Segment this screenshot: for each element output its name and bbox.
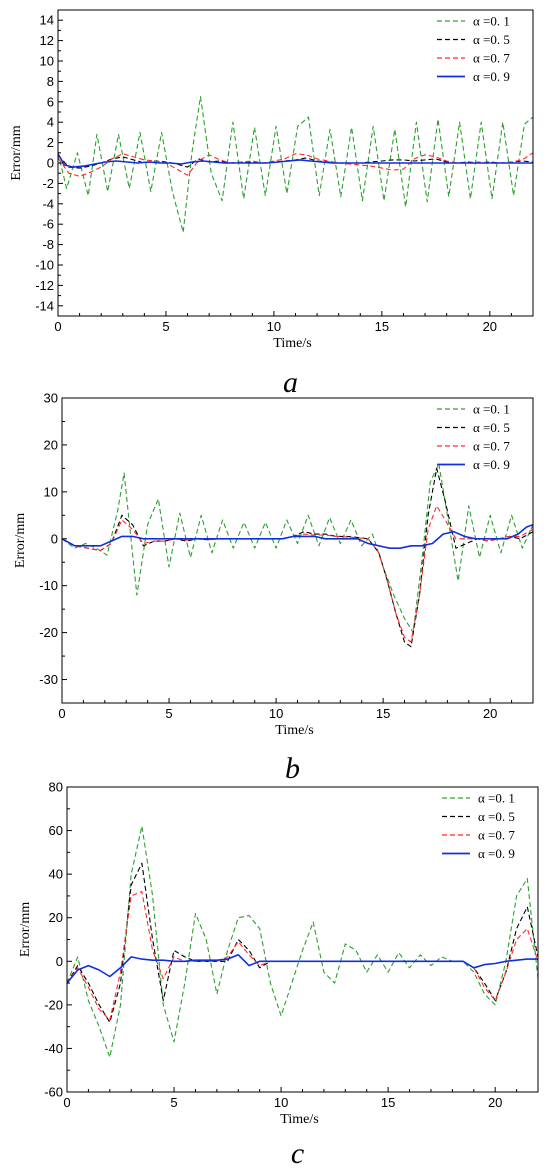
- legend-label-2: α =0. 5: [473, 420, 510, 435]
- y-tick-label: -2: [42, 176, 54, 191]
- series-line-2: [62, 467, 533, 648]
- y-tick-label: -10: [35, 258, 54, 273]
- y-tick-label: 60: [49, 823, 63, 838]
- y-tick-label: -30: [39, 672, 58, 687]
- x-tick-label: 20: [488, 1095, 502, 1110]
- x-tick-label: 15: [375, 319, 389, 334]
- x-axis-title: Time/s: [273, 336, 311, 351]
- x-tick-label: 10: [269, 706, 283, 721]
- series-group: [58, 96, 533, 233]
- y-tick-label: -20: [44, 997, 63, 1012]
- legend: α =0. 1 α =0. 5 α =0. 7 α =0. 9: [437, 402, 510, 472]
- x-tick-label: 15: [376, 706, 390, 721]
- chart-panel-a: 0 5 10 15 20 -14 -12 -10 -8 -6 -4 -2 0 2 4 6 8 10 12 14 Time…: [9, 9, 534, 399]
- series-line-1: [62, 463, 533, 634]
- legend-label-1: α =0. 1: [473, 14, 510, 29]
- y-tick-label: 80: [49, 780, 63, 795]
- series-line-1: [67, 825, 538, 1058]
- y-tick-label: 0: [47, 156, 54, 171]
- x-tick-label: 0: [63, 1095, 70, 1110]
- series-line-2: [67, 862, 538, 1023]
- x-tick-label: 10: [274, 1095, 288, 1110]
- y-tick-label: 4: [47, 115, 54, 130]
- legend-label-3: α =0. 7: [478, 828, 515, 843]
- y-tick-label: 12: [40, 33, 54, 48]
- legend-label-4: α =0. 9: [473, 69, 510, 84]
- legend-label-3: α =0. 7: [473, 51, 510, 66]
- legend: α =0. 1 α =0. 5 α =0. 7 α =0. 9: [437, 14, 510, 84]
- chart-panel-c: 0 5 10 15 20 -60 -40 -20 0 20 40 60 80 Time/s Error/mm…: [18, 780, 539, 1170]
- y-tick-label: 6: [47, 94, 54, 109]
- legend-label-2: α =0. 5: [473, 32, 510, 47]
- y-tick-label: -10: [39, 578, 58, 593]
- y-tick-label: 20: [44, 437, 58, 452]
- x-tick-label: 0: [54, 319, 61, 334]
- y-tick-label: -4: [42, 196, 54, 211]
- y-axis-title: Error/mm: [9, 125, 24, 180]
- y-tick-label: 0: [56, 954, 63, 969]
- series-line-4: [58, 153, 533, 168]
- x-tick-label: 0: [58, 706, 65, 721]
- panel-label: b: [285, 752, 300, 785]
- x-tick-label: 20: [483, 706, 497, 721]
- chart-panel-b: 0 5 10 15 20 -30 -20 -10 0 10 20 30 Time/s Error/mm b α…: [13, 391, 534, 785]
- y-axis-title: Error/mm: [18, 902, 33, 957]
- y-tick-label: 40: [49, 867, 63, 882]
- legend-label-2: α =0. 5: [478, 809, 515, 824]
- x-tick-label: 10: [267, 319, 281, 334]
- legend-label-1: α =0. 1: [473, 402, 510, 417]
- legend: α =0. 1 α =0. 5 α =0. 7 α =0. 9: [442, 791, 515, 861]
- y-tick-label: 14: [40, 13, 54, 28]
- legend-label-4: α =0. 9: [473, 457, 510, 472]
- y-tick-label: -40: [44, 1041, 63, 1056]
- y-tick-label: 10: [44, 484, 58, 499]
- panel-label: a: [283, 366, 298, 399]
- plot-frame: [66, 786, 539, 1093]
- y-tick-label: 0: [51, 531, 58, 546]
- series-group: [62, 463, 533, 648]
- series-line-4: [62, 523, 533, 549]
- y-tick-label: -8: [42, 237, 54, 252]
- series-line-3: [58, 152, 533, 177]
- y-tick-label: 30: [44, 391, 58, 406]
- x-tick-label: 5: [162, 319, 169, 334]
- legend-label-3: α =0. 7: [473, 439, 510, 454]
- y-tick-label: -20: [39, 625, 58, 640]
- x-tick-label: 5: [170, 1095, 177, 1110]
- plot-frame: [61, 397, 534, 704]
- x-tick-label: 20: [483, 319, 497, 334]
- series-line-1: [58, 96, 533, 233]
- y-tick-label: 20: [49, 910, 63, 925]
- legend-label-4: α =0. 9: [478, 846, 515, 861]
- series-group: [67, 825, 538, 1058]
- y-tick-label: -6: [42, 217, 54, 232]
- series-line-3: [67, 891, 538, 1021]
- x-tick-label: 5: [165, 706, 172, 721]
- y-tick-label: -60: [44, 1085, 63, 1100]
- series-line-3: [62, 505, 533, 643]
- x-tick-label: 15: [381, 1095, 395, 1110]
- y-tick-label: 10: [40, 54, 54, 69]
- x-axis-title: Time/s: [275, 723, 313, 738]
- y-tick-label: -12: [35, 278, 54, 293]
- y-axis-title: Error/mm: [13, 513, 28, 568]
- y-tick-label: 8: [47, 74, 54, 89]
- legend-label-1: α =0. 1: [478, 791, 515, 806]
- y-tick-label: -14: [35, 298, 54, 313]
- y-tick-label: 2: [47, 135, 54, 150]
- x-axis-title: Time/s: [280, 1112, 318, 1127]
- series-line-4: [67, 954, 538, 984]
- panel-label: c: [291, 1137, 304, 1170]
